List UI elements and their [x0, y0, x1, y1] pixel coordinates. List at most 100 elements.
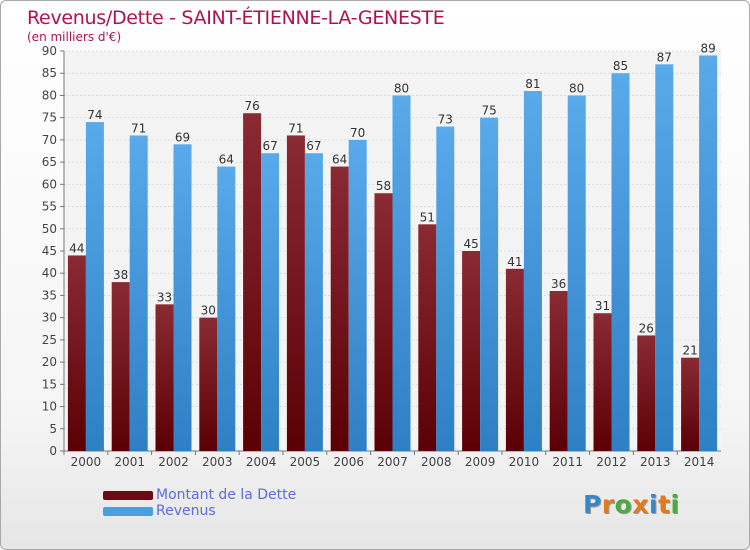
data-label-dette: 41 — [507, 255, 522, 269]
data-label-dette: 76 — [244, 99, 259, 113]
bar-dette — [155, 304, 174, 451]
x-tick-label: 2012 — [596, 455, 627, 469]
bar-revenus — [129, 135, 148, 451]
x-tick-label: 2002 — [158, 455, 189, 469]
bar-dette — [462, 251, 481, 451]
bar-revenus — [173, 144, 192, 452]
y-tick-label: 20 — [42, 355, 57, 369]
y-tick-label: 5 — [49, 422, 57, 436]
y-tick-label: 85 — [42, 66, 57, 80]
x-tick-label: 2009 — [465, 455, 496, 469]
bar-dette — [505, 268, 524, 451]
x-tick-label: 2008 — [421, 455, 452, 469]
y-tick-label: 10 — [42, 400, 57, 414]
bar-revenus — [611, 73, 630, 451]
data-label-dette: 38 — [113, 268, 128, 282]
y-tick-label: 35 — [42, 288, 57, 302]
bar-revenus — [480, 117, 499, 452]
y-tick-label: 80 — [42, 88, 57, 102]
y-tick-label: 60 — [42, 177, 57, 191]
bar-dette — [243, 113, 262, 451]
bar-revenus — [348, 139, 367, 451]
data-label-revenus: 64 — [219, 153, 234, 167]
legend-swatch-dette — [103, 491, 153, 500]
bar-revenus — [567, 95, 586, 451]
x-tick-label: 2010 — [509, 455, 540, 469]
x-tick-label: 2011 — [552, 455, 583, 469]
bar-revenus — [304, 153, 323, 451]
data-label-revenus: 80 — [394, 81, 409, 95]
data-label-revenus: 70 — [350, 126, 365, 140]
data-label-dette: 26 — [639, 321, 654, 335]
bar-dette — [593, 313, 612, 451]
proxiti-logo: Proxiti — [583, 490, 680, 519]
bar-dette — [549, 291, 568, 451]
bar-revenus — [261, 153, 280, 451]
data-label-dette: 30 — [201, 304, 216, 318]
data-label-revenus: 87 — [657, 50, 672, 64]
data-label-revenus: 71 — [131, 121, 146, 135]
data-label-revenus: 67 — [306, 139, 321, 153]
data-label-dette: 71 — [288, 121, 303, 135]
x-tick-label: 2001 — [114, 455, 145, 469]
data-label-dette: 33 — [157, 290, 172, 304]
bar-revenus — [523, 91, 542, 451]
y-tick-label: 15 — [42, 377, 57, 391]
y-tick-label: 40 — [42, 266, 57, 280]
data-label-revenus: 67 — [262, 139, 277, 153]
bar-dette — [111, 282, 130, 451]
legend-swatch-revenus — [103, 507, 153, 516]
y-tick-label: 65 — [42, 155, 57, 169]
data-label-revenus: 74 — [87, 108, 102, 122]
bar-revenus — [655, 64, 674, 452]
bar-dette — [286, 135, 305, 451]
x-tick-label: 2003 — [202, 455, 233, 469]
bar-revenus — [217, 166, 236, 452]
legend-label-revenus: Revenus — [156, 503, 216, 519]
data-label-revenus: 89 — [700, 41, 715, 55]
data-label-revenus: 80 — [569, 81, 584, 95]
y-tick-label: 30 — [42, 311, 57, 325]
bar-dette — [199, 317, 218, 451]
data-label-dette: 45 — [463, 237, 478, 251]
chart-subtitle: (en milliers d'€) — [27, 30, 122, 44]
bar-dette — [67, 255, 86, 451]
chart-title: Revenus/Dette - SAINT-ÉTIENNE-LA-GENESTE — [27, 7, 445, 29]
y-tick-label: 25 — [42, 333, 57, 347]
bar-dette — [374, 193, 393, 451]
y-tick-label: 50 — [42, 222, 57, 236]
y-tick-label: 90 — [42, 44, 57, 58]
data-label-dette: 51 — [420, 210, 435, 224]
y-tick-label: 0 — [49, 444, 57, 458]
data-label-dette: 64 — [332, 153, 347, 167]
bar-dette — [418, 224, 437, 451]
x-tick-label: 2013 — [640, 455, 671, 469]
x-tick-label: 2005 — [290, 455, 321, 469]
data-label-dette: 44 — [69, 241, 84, 255]
data-label-dette: 31 — [595, 299, 610, 313]
data-label-dette: 21 — [682, 344, 697, 358]
bar-revenus — [85, 122, 104, 451]
x-tick-label: 2006 — [333, 455, 364, 469]
bar-revenus — [436, 126, 455, 452]
y-tick-label: 45 — [42, 244, 57, 258]
data-label-revenus: 75 — [481, 104, 496, 118]
legend-label-dette: Montant de la Dette — [156, 487, 297, 503]
data-label-revenus: 85 — [613, 59, 628, 73]
y-tick-label: 70 — [42, 133, 57, 147]
x-tick-label: 2014 — [684, 455, 715, 469]
x-tick-label: 2004 — [246, 455, 277, 469]
bar-revenus — [392, 95, 411, 451]
bar-dette — [681, 357, 700, 451]
x-tick-label: 2007 — [377, 455, 408, 469]
bar-dette — [330, 166, 349, 452]
data-label-revenus: 69 — [175, 130, 190, 144]
y-tick-label: 55 — [42, 200, 57, 214]
bar-dette — [637, 335, 656, 451]
data-label-revenus: 73 — [438, 113, 453, 127]
data-label-dette: 36 — [551, 277, 566, 291]
y-tick-label: 75 — [42, 111, 57, 125]
bar-revenus — [699, 55, 718, 451]
